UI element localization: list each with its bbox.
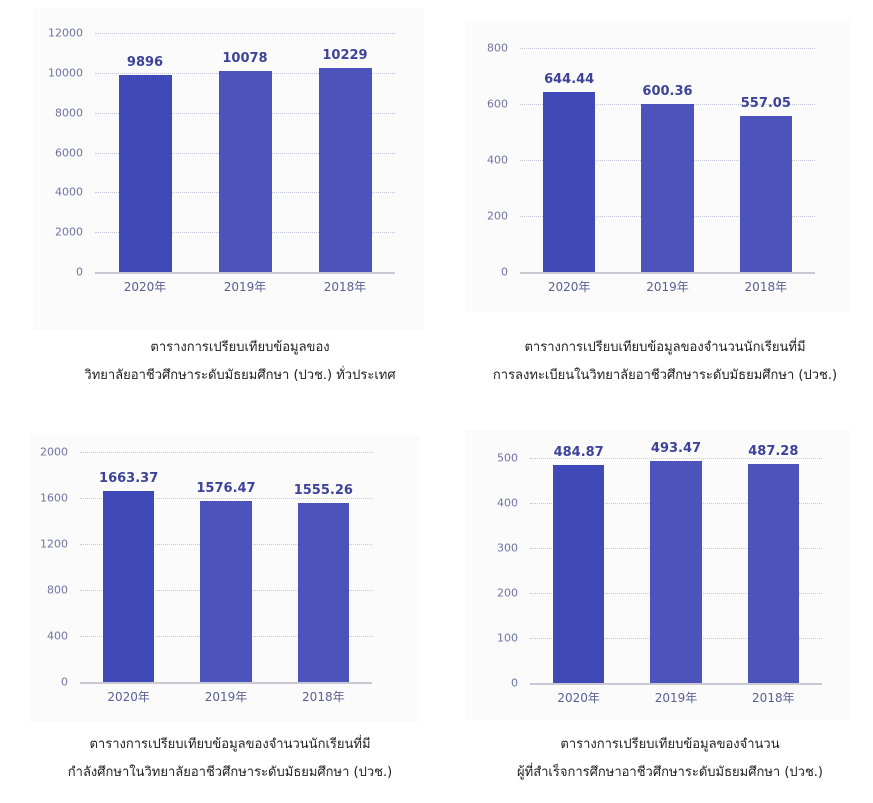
bar-value-label: 600.36 [642,83,693,99]
y-axis-tick-label: 400 [497,496,518,510]
chart-caption-registered-students: ตารางการเปรียบเทียบข้อมูลของจำนวนนักเรีย… [455,334,873,390]
bar-value-label: 1555.26 [293,483,353,499]
bar [739,116,792,272]
bar-value-label: 493.47 [650,440,702,456]
bar [318,68,372,272]
y-axis-tick-label: 800 [47,583,68,597]
y-axis-tick-label: 10000 [48,66,83,80]
y-axis-tick-label: 0 [61,675,68,689]
bar [102,490,155,682]
y-axis-tick-label: 8000 [55,106,83,120]
bar [552,464,605,683]
y-axis-tick-label: 2000 [55,225,83,239]
chart-caption-enrolled-students: ตารางการเปรียบเทียบข้อมูลของจำนวนนักเรีย… [20,731,440,787]
y-axis-tick-label: 0 [501,265,508,279]
x-axis-tick-label: 2018年 [752,691,795,705]
chart-caption-colleges: ตารางการเปรียบเทียบข้อมูลของ วิทยาลัยอาช… [30,334,450,390]
y-axis-tick-label: 2000 [40,445,68,459]
gridline [520,48,815,49]
x-axis-line [95,272,395,274]
bar-value-label: 644.44 [544,71,595,87]
chart-panel-colleges: 0 2000 4000 6000 8000 10000 12000 9896 2020年 1007… [33,8,424,330]
y-axis-tick-label: 0 [511,676,518,690]
x-axis-tick-label: 2020年 [557,691,600,705]
y-axis-tick-label: 12000 [48,26,83,40]
x-axis-tick-label: 2019年 [654,691,698,705]
x-axis-tick-label: 2019年 [204,690,248,704]
y-axis-tick-label: 0 [76,265,83,279]
y-axis-tick-label: 4000 [55,185,83,199]
y-axis-tick-label: 600 [487,97,508,111]
chart-plot: 0 100 200 300 400 500 484.87 2020年 493.47 2019年 48… [497,441,822,705]
x-axis-tick-label: 2020年 [547,280,591,294]
y-axis-tick-label: 100 [497,631,518,645]
bar-value-label: 487.28 [748,443,799,459]
x-axis-tick-label: 2020年 [107,690,150,704]
x-axis-line [80,682,372,684]
x-axis-tick-label: 2018年 [744,280,788,294]
x-axis-tick-label: 2018年 [302,690,345,704]
bar-value-label: 9896 [126,54,164,70]
caption-line-1: ตารางการเปรียบเทียบข้อมูลของจำนวนนักเรีย… [89,737,371,752]
bar-value-label: 1663.37 [99,470,159,486]
bar [200,500,252,682]
bar [641,103,694,272]
gridline [530,458,822,459]
bar [218,71,272,272]
y-axis-tick-label: 400 [47,629,68,643]
bar-value-label: 10229 [322,48,368,64]
y-axis-tick-label: 6000 [55,146,83,159]
caption-line-1: ตารางการเปรียบเทียบข้อมูลของจำนวน [560,737,780,752]
y-axis-tick-label: 500 [497,451,518,465]
y-axis-tick-label: 800 [487,41,508,55]
caption-line-1: ตารางการเปรียบเทียบข้อมูลของจำนวนนักเรีย… [524,340,806,355]
bar [297,503,350,682]
caption-line-1: ตารางการเปรียบเทียบข้อมูลของ [150,340,330,355]
bar [747,463,800,683]
bar [118,74,172,272]
x-axis-tick-label: 2019年 [646,280,689,294]
y-axis-tick-label: 1600 [40,491,68,505]
gridline [80,498,372,499]
y-axis-tick-label: 1200 [40,537,68,551]
caption-line-2: ผู้ที่สำเร็จการศึกษาอาชีวศึกษาระดับมัธยม… [517,765,823,780]
y-axis-tick-label: 400 [487,153,508,167]
gridline [95,33,395,34]
bar-value-label: 1576.47 [196,480,256,496]
caption-line-2: การลงทะเบียนในวิทยาลัยอาชีวศึกษาระดับมัธ… [492,368,838,383]
x-axis-line [520,272,815,274]
bar-value-label: 557.05 [740,96,791,112]
x-axis-tick-label: 2020年 [123,280,167,294]
x-axis-tick-label: 2018年 [323,280,367,294]
caption-line-2: วิทยาลัยอาชีวศึกษาระดับมัธยมศึกษา (ปวช.)… [84,368,396,383]
caption-line-2: กำลังศึกษาในวิทยาลัยอาชีวศึกษาระดับมัธยม… [67,765,393,780]
chart-panel-registered-students: 0 200 400 600 800 644.44 2020年 600.36 2019年 557.0… [465,20,850,312]
gridline [80,452,372,453]
y-axis-tick-label: 200 [487,209,508,223]
x-axis-tick-label: 2019年 [223,280,267,294]
chart-plot: 0 400 800 1200 1600 2000 1663.37 2020年 1576.47 20… [40,446,372,704]
y-axis-tick-label: 200 [497,586,518,600]
bar-value-label: 484.87 [553,444,604,460]
bar [650,460,702,683]
bar-value-label: 10078 [222,51,268,67]
chart-panel-enrolled-students: 0 400 800 1200 1600 2000 1663.37 2020年 1576.47 20… [30,435,420,722]
bar [543,91,596,272]
chart-plot: 0 200 400 600 800 644.44 2020年 600.36 2019年 557.0… [487,42,815,294]
chart-plot: 0 2000 4000 6000 8000 10000 12000 9896 2020年 1007… [48,27,395,294]
chart-caption-graduates: ตารางการเปรียบเทียบข้อมูลของจำนวน ผู้ที่… [460,731,873,787]
y-axis-tick-label: 300 [497,541,518,555]
chart-panel-graduates: 0 100 200 300 400 500 484.87 2020年 493.47 2019年 48… [465,430,850,720]
x-axis-line [530,683,822,685]
